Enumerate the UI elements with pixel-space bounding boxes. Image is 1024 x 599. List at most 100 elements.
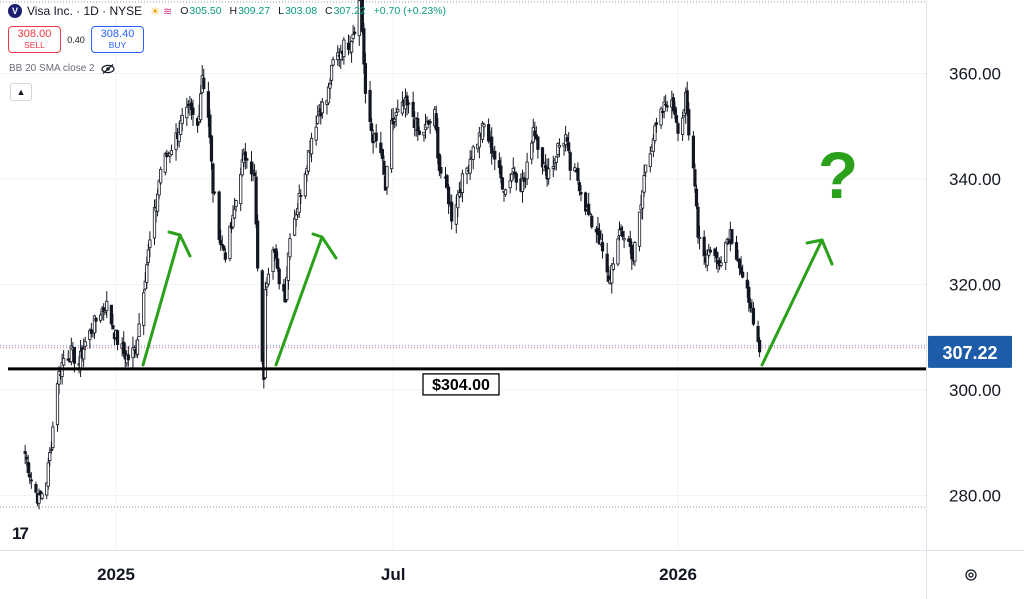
candle-body: [202, 77, 206, 89]
candle-body: [587, 203, 591, 215]
candle-body: [436, 126, 440, 159]
candle-body: [326, 86, 331, 104]
candle-body: [220, 243, 224, 246]
candle-body: [428, 121, 432, 124]
candle-body: [294, 214, 298, 221]
candle-body: [590, 215, 594, 228]
candle-body: [445, 175, 449, 188]
collapse-legend-button[interactable]: ▲: [10, 83, 32, 101]
candle-body: [363, 63, 368, 94]
low-label: L: [278, 5, 284, 17]
chart-grid: [0, 0, 926, 550]
candle-body: [145, 264, 149, 283]
candle-body: [245, 158, 249, 161]
y-tick-label: 320.00: [949, 276, 1001, 295]
candle-body: [696, 206, 700, 238]
candle-body: [115, 330, 120, 345]
annotations: $304.00?: [8, 138, 926, 396]
high-value: 309.27: [238, 5, 271, 17]
green-arrow: [141, 233, 182, 367]
candle-body: [51, 426, 55, 448]
candle-body: [450, 201, 454, 222]
candle-body: [676, 123, 680, 134]
candle-body: [299, 195, 303, 197]
close-value: 307.22: [333, 5, 366, 17]
candle-body: [254, 176, 258, 225]
candle-body: [328, 83, 332, 89]
symbol-title[interactable]: Visa Inc. · 1D · NYSE: [27, 4, 143, 18]
candle-body: [644, 164, 648, 173]
candle-body: [369, 123, 374, 132]
last-price-tag[interactable]: [928, 335, 1012, 368]
candle-body: [152, 207, 157, 239]
candle-body: [390, 119, 394, 170]
candle-body: [126, 354, 130, 361]
x-tick-label: 2026: [659, 565, 697, 584]
close-label: C: [325, 5, 333, 17]
candle-body: [758, 339, 762, 353]
candle-body: [217, 191, 221, 240]
candle-body: [730, 229, 734, 244]
candle-body: [288, 238, 292, 258]
candle-body: [756, 326, 760, 342]
settings-icon[interactable]: [963, 567, 979, 583]
green-arrow-head: [805, 238, 834, 266]
y-tick-label: 340.00: [949, 170, 1001, 189]
candle-body: [460, 173, 465, 194]
symbol-header: V Visa Inc. · 1D · NYSE ☀ ≋ O305.50 H309…: [0, 0, 446, 22]
candle-body: [309, 137, 314, 155]
candle-body: [536, 136, 540, 150]
candle-body: [665, 105, 669, 108]
candle-body: [406, 102, 411, 105]
candle-body: [662, 101, 666, 112]
candle-body: [482, 124, 486, 128]
candle-body: [48, 452, 52, 461]
candle-body: [46, 462, 50, 487]
candle-body: [349, 41, 354, 53]
candle-body: [274, 248, 278, 259]
candle-body: [99, 314, 103, 321]
candle-body: [351, 34, 355, 39]
candle-body: [697, 236, 702, 239]
buy-label: BUY: [108, 39, 127, 50]
candle-body: [385, 165, 389, 188]
sell-button[interactable]: 308.00 SELL: [8, 26, 61, 53]
candle-body: [103, 312, 107, 315]
buy-button[interactable]: 308.40 BUY: [91, 26, 144, 53]
candle-body: [727, 240, 731, 244]
candle-body: [514, 173, 518, 183]
candle-body: [72, 346, 77, 364]
candle-body: [209, 135, 214, 162]
candle-body: [568, 152, 572, 171]
sell-label: SELL: [24, 39, 45, 50]
candle-body: [357, 0, 361, 37]
y-tick-label: 360.00: [949, 65, 1001, 84]
candle-body: [223, 252, 227, 260]
candle-body: [508, 180, 512, 189]
question-mark: ?: [818, 138, 858, 212]
candle-body: [745, 279, 749, 289]
candle-body: [263, 289, 267, 379]
candle-body: [142, 292, 146, 326]
candle-body: [648, 153, 652, 167]
candle-body: [29, 479, 33, 482]
sell-price: 308.00: [17, 27, 52, 40]
candle-body: [111, 324, 115, 330]
tradingview-logo-icon[interactable]: 17: [12, 524, 29, 543]
indicator-legend[interactable]: BB 20 SMA close 2: [9, 63, 115, 74]
candle-body: [155, 193, 160, 212]
candle-body: [303, 173, 307, 197]
high-label: H: [229, 5, 238, 17]
candle-body: [211, 163, 215, 194]
candle-body: [25, 456, 29, 460]
candle-body: [490, 136, 494, 154]
support-label: $304.00: [432, 377, 490, 394]
visa-logo-icon[interactable]: V: [8, 4, 22, 18]
candle-body: [619, 227, 623, 231]
candle-body: [380, 149, 384, 159]
eye-off-icon[interactable]: [101, 63, 115, 74]
candle-body: [137, 323, 141, 337]
candle-body: [705, 253, 709, 266]
